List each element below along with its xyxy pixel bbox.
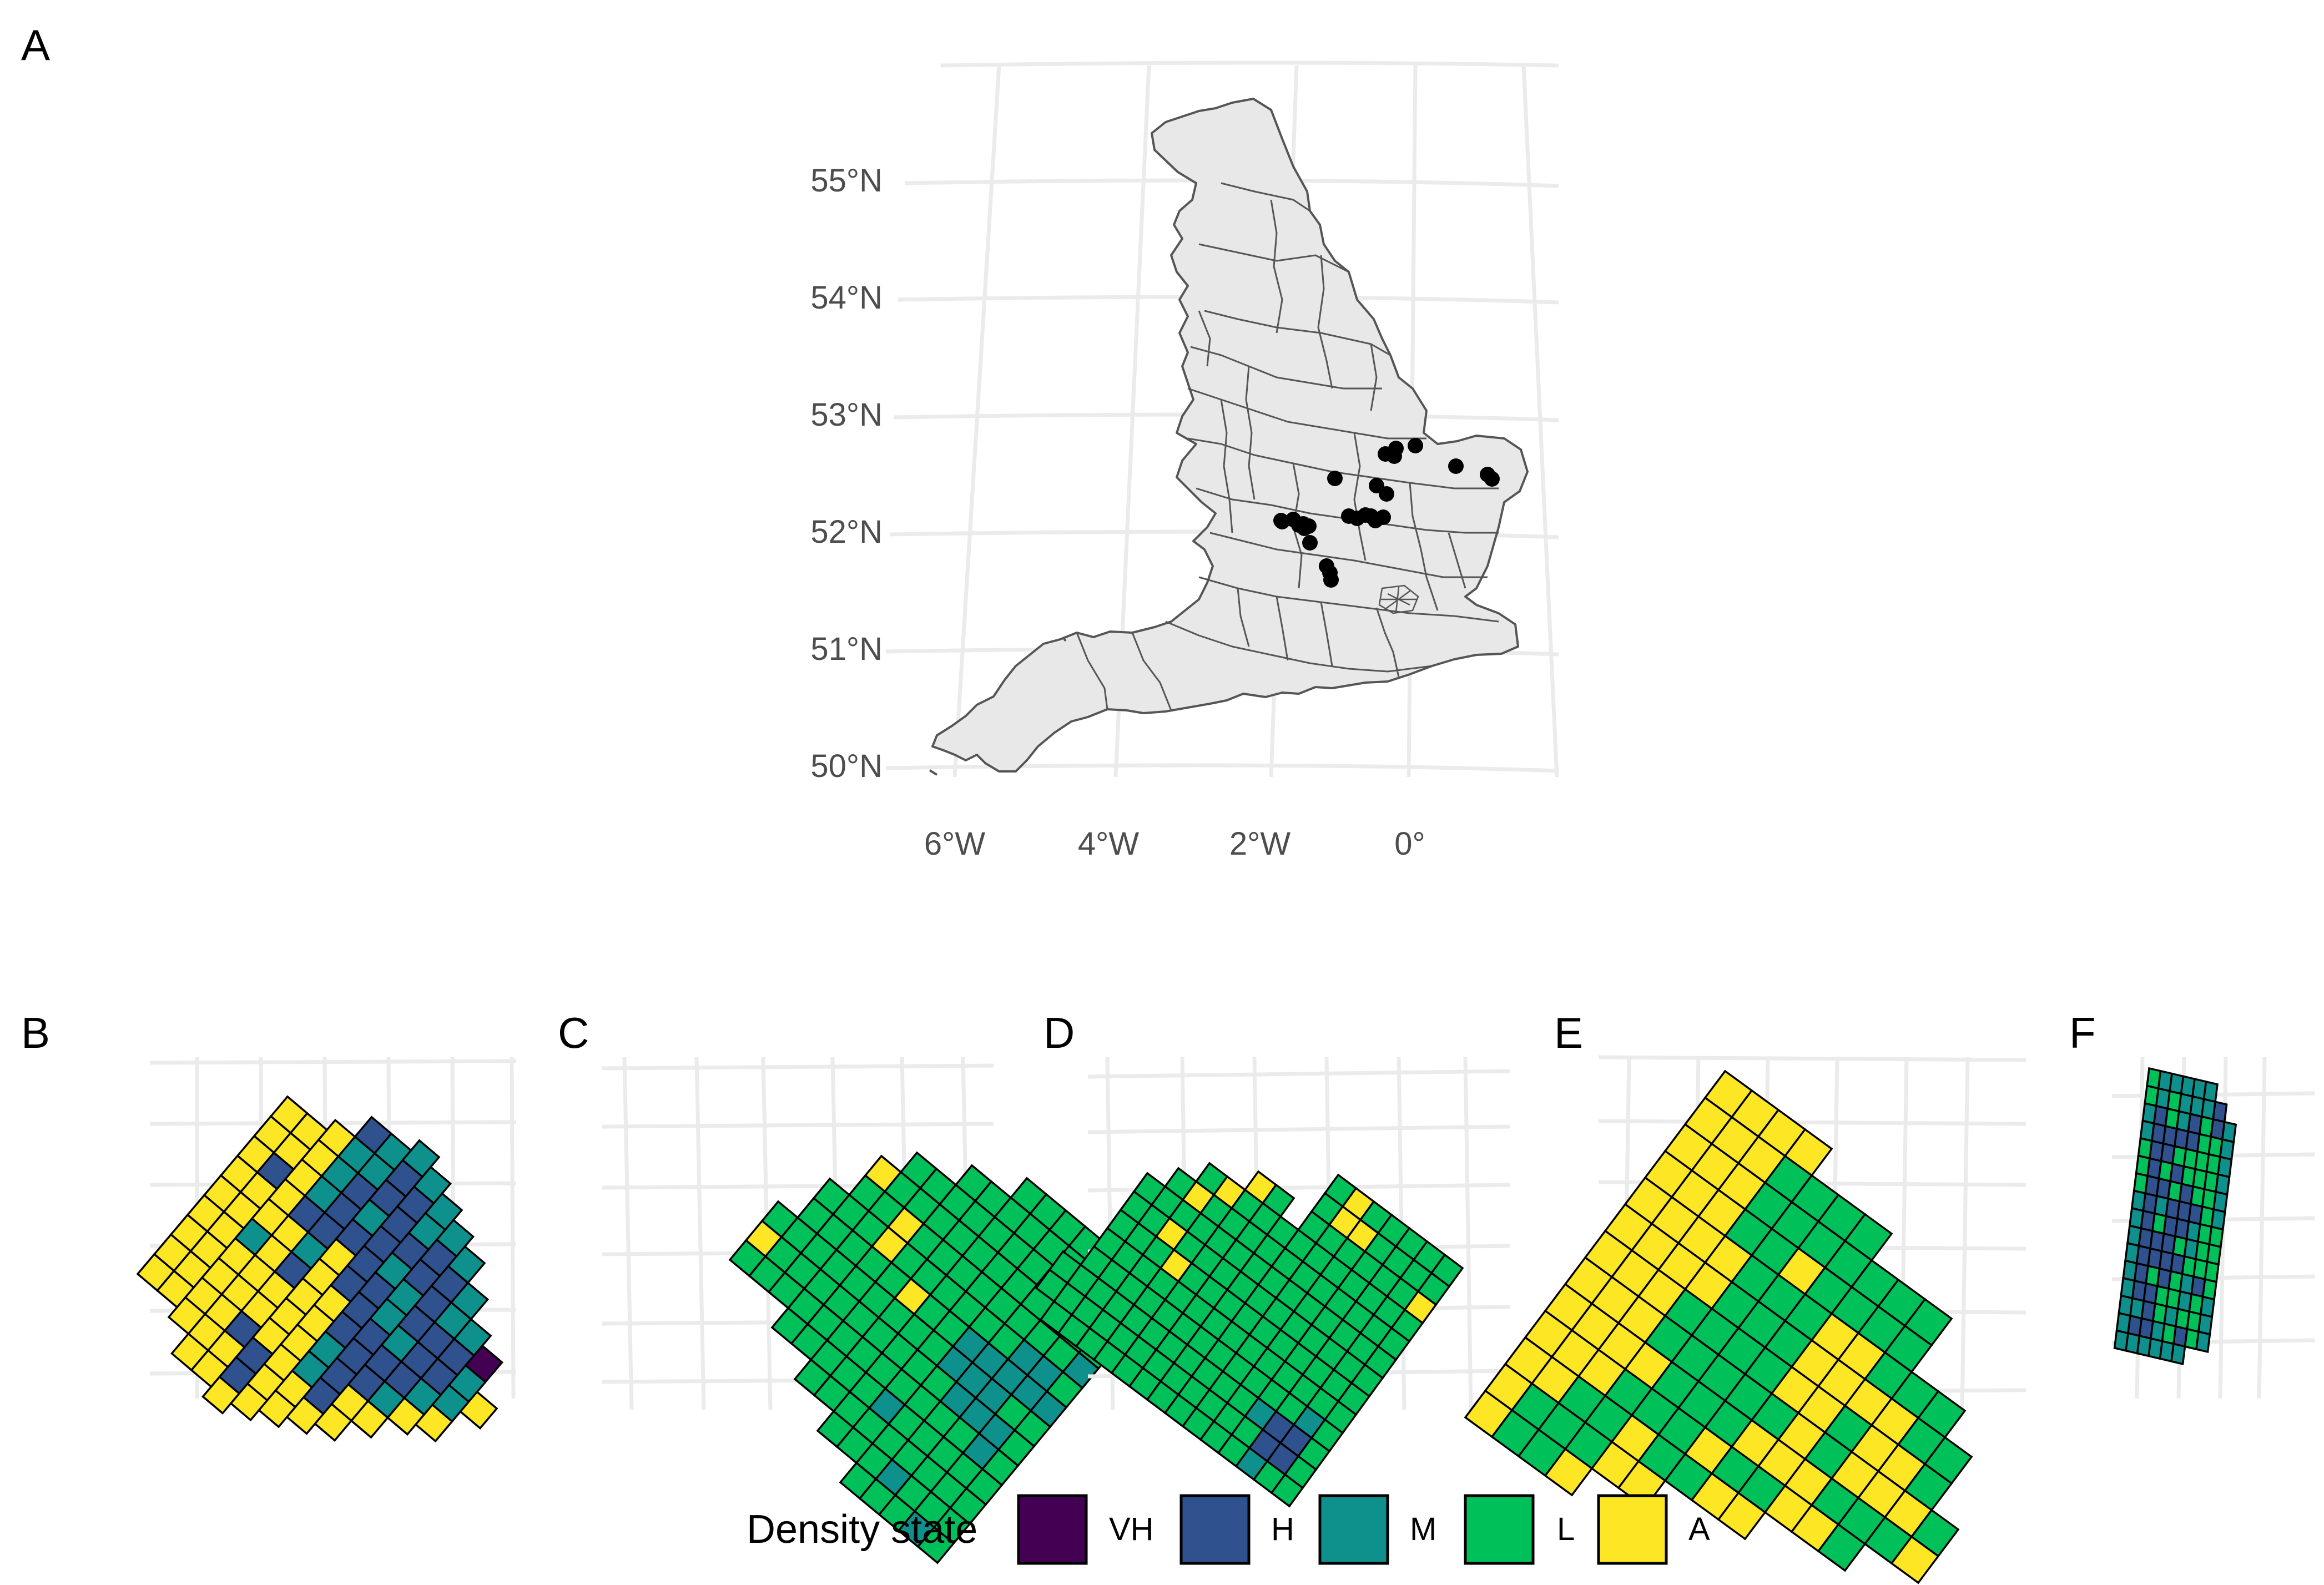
panel-label-e: E [1554,1008,1583,1057]
legend-label-vh: VH [1109,1511,1154,1547]
field-cell [2195,1330,2211,1354]
legend-label-h: H [1271,1511,1294,1547]
lon-label-2w: 2°W [1229,826,1290,862]
panel-f-field: F [2069,1008,2315,1399]
legend-item-l: L [1464,1494,1575,1565]
field-cell [459,1390,498,1430]
legend-label-l: L [1557,1511,1575,1547]
legend-item-h: H [1179,1494,1294,1565]
panel-label-b: B [21,1008,50,1057]
site-points [1273,438,1500,588]
legend-swatch-l [1464,1494,1535,1565]
lon-label-0: 0° [1394,826,1425,862]
site-point [1327,471,1343,486]
panel-e-cells [1464,1069,1973,1584]
field-cell [1717,1491,1767,1541]
legend-item-m: M [1318,1494,1436,1565]
field-cell [916,1526,955,1564]
legend-item-vh: VH [1017,1494,1154,1565]
site-point [1379,486,1394,502]
panel-d-cells [1035,1162,1464,1508]
panel-d-field: D [1035,1008,1510,1508]
legend-title: Density state [747,1507,977,1552]
field-cell [1544,1447,1594,1497]
panel-b-cells [136,1095,503,1443]
lon-label-6w: 6°W [924,826,985,862]
field-cell [1890,1535,1940,1584]
legend-item-a: A [1597,1494,1710,1565]
lat-label-54: 54°N [810,280,883,316]
panel-label-a: A [21,21,50,69]
lat-label-53: 53°N [810,397,883,433]
legend-swatch-vh [1017,1494,1088,1565]
site-point [1387,448,1402,464]
density-legend: Density state VH H M L A [747,1494,1710,1565]
field-cell [1270,1473,1304,1508]
site-point [1323,572,1339,588]
lat-label-55: 55°N [810,163,883,199]
field-cell [229,1382,269,1422]
site-point [1273,513,1289,528]
legend-swatch-h [1179,1494,1251,1565]
panel-a-map: A [21,21,1559,862]
site-point [1302,535,1318,551]
legend-swatch-a [1597,1494,1668,1565]
field-cell [1817,1523,1867,1572]
panel-label-c: C [558,1008,589,1057]
field-cell [314,1402,353,1442]
site-point [1291,517,1307,533]
field-cell [258,1389,297,1428]
lat-label-50: 50°N [810,748,883,784]
field-cell [201,1375,241,1415]
site-point [1484,471,1500,487]
field-cell [285,1396,325,1435]
panel-e-field: E [1464,1008,2026,1584]
site-point [1408,438,1423,453]
legend-swatch-m [1318,1494,1389,1565]
field-cell [386,1396,426,1436]
field-cell [414,1403,453,1443]
england-outline [931,98,1529,773]
legend-label-a: A [1688,1511,1710,1547]
legend-label-m: M [1410,1511,1436,1547]
lat-label-51: 51°N [810,631,883,667]
panel-label-f: F [2069,1008,2096,1057]
field-cell [350,1400,389,1439]
field-cell [2170,1342,2186,1365]
site-point [1448,458,1464,474]
lon-label-4w: 4°W [1078,826,1139,862]
panel-b-field: B [21,1008,517,1443]
england-regions [929,98,1529,776]
lat-label-52: 52°N [810,514,883,550]
site-point [1375,509,1391,525]
site-point [1358,507,1373,523]
panel-label-d: D [1043,1008,1075,1057]
panel-f-cells [2113,1067,2237,1365]
